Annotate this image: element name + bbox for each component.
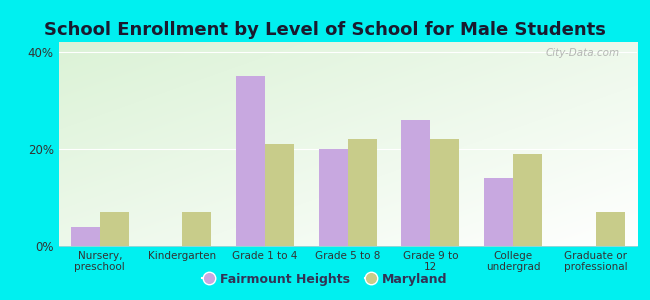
Bar	[183, 212, 211, 246]
Bar	[348, 139, 377, 246]
Bar	[402, 120, 430, 246]
Bar	[71, 226, 100, 246]
Legend: Fairmount Heights, Maryland: Fairmount Heights, Maryland	[197, 268, 453, 291]
Bar	[595, 212, 625, 246]
Bar	[318, 149, 348, 246]
Text: City-Data.com: City-Data.com	[545, 48, 619, 58]
Bar	[265, 144, 294, 246]
Bar	[430, 139, 460, 246]
Bar	[513, 154, 542, 246]
Text: School Enrollment by Level of School for Male Students: School Enrollment by Level of School for…	[44, 21, 606, 39]
Bar	[484, 178, 513, 246]
Bar	[100, 212, 129, 246]
Bar	[236, 76, 265, 246]
